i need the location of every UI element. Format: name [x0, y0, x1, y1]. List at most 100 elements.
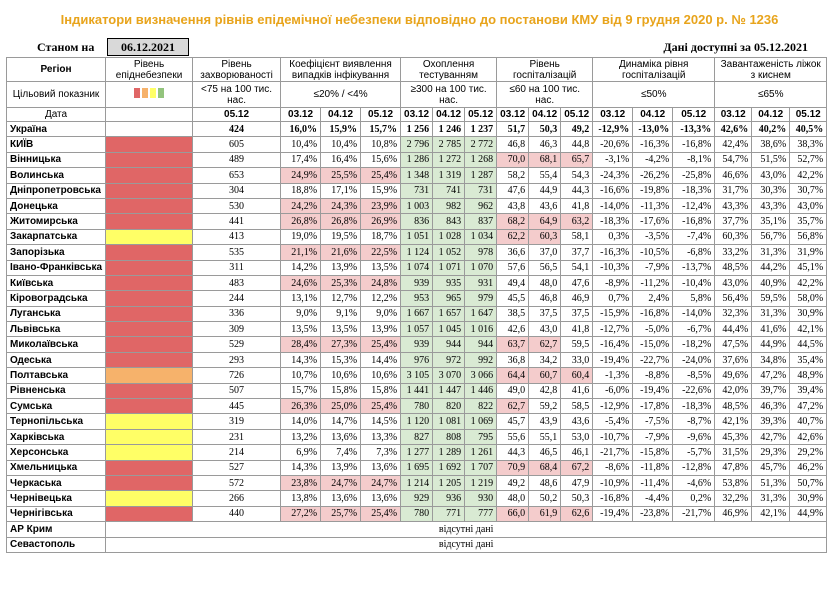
danger-level-cell	[105, 459, 194, 476]
detection-cell: 25,3%	[320, 274, 362, 292]
hosp-dynamics-cell: -19,8%	[632, 182, 674, 199]
detection-cell: 12,2%	[360, 290, 402, 307]
testing-cell: 978	[464, 244, 498, 261]
oxygen-cell: 43,0%	[714, 274, 753, 292]
testing-cell: 1 057	[400, 321, 434, 338]
oxygen-cell: 31,3%	[751, 490, 791, 507]
hosp-dynamics-cell: -6,8%	[672, 244, 716, 261]
hosp-dynamics-cell: -7,5%	[632, 413, 674, 430]
danger-level-cell	[105, 305, 194, 323]
hosp-dynamics-cell: -10,3%	[592, 259, 634, 276]
incidence-cell: 483	[192, 274, 282, 292]
hosp-cell: 38,5	[496, 305, 530, 323]
testing-cell: 3 066	[464, 367, 498, 384]
data-available-note: Дані доступні за 05.12.2021	[663, 40, 808, 54]
testing-cell: 2 785	[432, 136, 466, 153]
testing-cell: 1 045	[432, 321, 466, 338]
header-oxygen: Завантаженість ліжок з киснем	[714, 57, 828, 82]
detection-cell: 18,8%	[280, 182, 322, 199]
hosp-dynamics-cell: 2,4%	[632, 290, 674, 307]
detection-cell: 25,7%	[320, 505, 362, 523]
hosp-cell: 66,0	[496, 505, 530, 523]
incidence-cell: 605	[192, 136, 282, 153]
hosp-cell: 44,3	[496, 444, 530, 461]
testing-cell: 2 772	[464, 136, 498, 153]
hosp-cell: 50,2	[528, 490, 562, 507]
hosp-dynamics-cell: -11,3%	[632, 197, 674, 215]
hosp-dynamics-cell: -25,8%	[672, 167, 716, 184]
table-row: КИЇВ 605 10,4% 10,4% 10,8% 2 796 2 785 2 772 46,…	[5, 136, 828, 153]
hosp-cell: 46,3	[528, 136, 562, 153]
hosp-cell: 41,8	[560, 197, 594, 215]
hosp-dynamics-cell: -4,4%	[632, 490, 674, 507]
detection-cell: 17,1%	[320, 182, 362, 199]
hosp-cell: 62,2	[496, 228, 530, 246]
danger-level-cell	[105, 228, 194, 246]
date-cell: 04.12	[632, 107, 674, 122]
testing-cell: 1 277	[400, 444, 434, 461]
detection-cell: 10,4%	[320, 136, 362, 153]
hosp-dynamics-cell: -16,3%	[592, 244, 634, 261]
hosp-cell: 70,0	[496, 151, 530, 169]
testing-cell: 1 016	[464, 321, 498, 338]
hosp-dynamics-cell: -8,5%	[672, 367, 716, 384]
testing-cell: 1 657	[432, 305, 466, 323]
oxygen-cell: 30,7%	[789, 182, 828, 199]
region-name: АР Крим	[5, 521, 107, 538]
testing-cell: 962	[464, 197, 498, 215]
testing-cell: 930	[464, 490, 498, 507]
oxygen-cell: 47,5%	[714, 336, 753, 353]
detection-cell: 26,3%	[280, 398, 322, 415]
hosp-dynamics-cell: 0,7%	[592, 290, 634, 307]
hosp-cell: 54,3	[560, 167, 594, 184]
danger-level-cell	[105, 151, 194, 169]
oxygen-cell: 51,5%	[751, 151, 791, 169]
hosp-target: ≤60 на 100 тис. нас.	[496, 81, 594, 108]
hosp-cell: 43,6	[528, 197, 562, 215]
oxygen-cell: 51,3%	[751, 474, 791, 492]
incidence-cell: 529	[192, 336, 282, 353]
hosp-dynamics-cell: -13,3%	[672, 120, 716, 138]
region-name: Закарпатська	[5, 228, 107, 246]
hosp-cell: 48,6	[528, 474, 562, 492]
danger-level-cell	[105, 351, 194, 369]
region-name: Хмельницька	[5, 459, 107, 476]
testing-cell: 1 069	[464, 413, 498, 430]
oxygen-cell: 30,9%	[789, 305, 828, 323]
oxygen-cell: 44,4%	[714, 321, 753, 338]
oxygen-cell: 45,7%	[751, 459, 791, 476]
oxygen-cell: 39,4%	[789, 382, 828, 400]
oxygen-cell: 40,5%	[789, 120, 828, 138]
hosp-dynamics-cell: -19,4%	[632, 382, 674, 400]
detection-cell: 24,8%	[360, 274, 402, 292]
date-cell: 03.12	[280, 107, 322, 122]
detection-cell: 13,6%	[320, 428, 362, 446]
detection-cell: 13,6%	[360, 490, 402, 507]
testing-cell: 1 447	[432, 382, 466, 400]
oxygen-cell: 34,8%	[751, 351, 791, 369]
hosp-dynamics-cell: -4,2%	[632, 151, 674, 169]
hosp-cell: 68,2	[496, 213, 530, 230]
header-date: Дата	[5, 107, 107, 122]
oxygen-cell: 40,2%	[751, 120, 791, 138]
hosp-dynamics-cell: -21,7%	[592, 444, 634, 461]
oxygen-cell: 47,8%	[714, 459, 753, 476]
hosp-dynamics-cell: -4,6%	[672, 474, 716, 492]
oxygen-cell: 58,0%	[789, 290, 828, 307]
testing-cell: 820	[432, 398, 466, 415]
detection-cell: 13,5%	[360, 259, 402, 276]
incidence-cell: 319	[192, 413, 282, 430]
region-name: Чернівецька	[5, 490, 107, 507]
detection-cell: 10,7%	[280, 367, 322, 384]
region-name: Херсонська	[5, 444, 107, 461]
testing-cell: 982	[432, 197, 466, 215]
danger-level-cell	[105, 244, 194, 261]
missing-data-cell: відсутні дані	[105, 521, 828, 538]
table-row-ukraine: Україна 424 16,0% 15,9% 15,7% 1 256 1 246 1 237…	[5, 120, 828, 138]
oxygen-cell: 56,8%	[789, 228, 828, 246]
danger-level-cell	[105, 336, 194, 353]
testing-cell: 1 319	[432, 167, 466, 184]
hosp-cell: 58,5	[560, 398, 594, 415]
testing-cell: 822	[464, 398, 498, 415]
detection-cell: 26,8%	[280, 213, 322, 230]
